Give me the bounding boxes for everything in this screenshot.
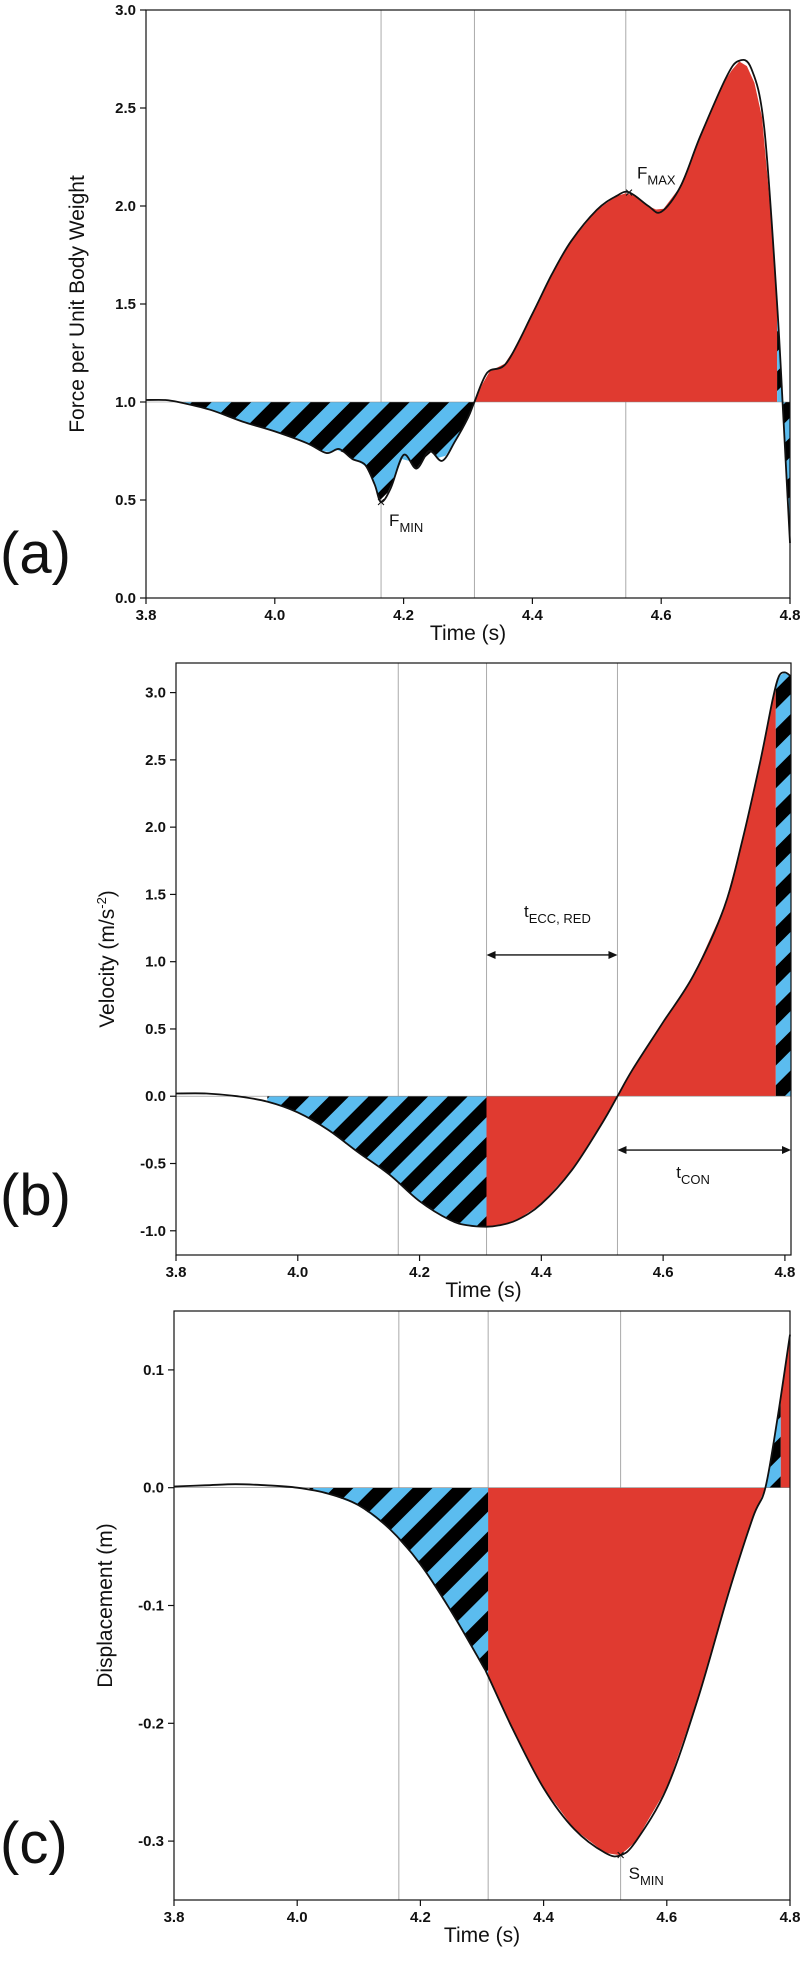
area-region-1: [474, 61, 778, 402]
y-tick-label-4: 0.1: [143, 1362, 164, 1379]
x-tick-label-4: 4.6: [651, 607, 672, 624]
x-tick-label-0: 3.8: [136, 607, 157, 624]
interval-label-0: tECC, RED: [524, 902, 591, 926]
y-tick-label-1: -0.5: [140, 1156, 166, 1173]
arrow-head-left-1: [617, 1146, 627, 1155]
area-region-3: [780, 1334, 790, 1488]
panel-label-c: (c): [0, 1811, 68, 1876]
area-region-0: [184, 402, 475, 500]
y-tick-label-8: 3.0: [145, 685, 166, 702]
series-line-velocity: [175, 671, 792, 1228]
chart-panel-velocity: -1.0 -0.5 0.0 0.5 1.0 1.5 2.0 2.5 3.0 3.8 4.0 4.2 4.…: [94, 662, 795, 1302]
marker-x-0: ×: [377, 494, 386, 511]
x-tick-label-2: 4.2: [409, 1264, 430, 1281]
interval-label-1: tCON: [676, 1163, 710, 1187]
x-tick-label-1: 4.0: [264, 607, 285, 624]
y-tick-label-0: -1.0: [140, 1223, 166, 1240]
y-tick-label-0: 0.0: [115, 590, 136, 607]
x-tick-label-3: 4.4: [533, 1909, 555, 1926]
panel-label-b: (b): [0, 1163, 71, 1228]
panel-label-a: (a): [0, 521, 71, 586]
y-tick-label-3: 1.5: [115, 296, 136, 313]
x-tick-label-2: 4.2: [410, 1909, 431, 1926]
y-tick-label-1: -0.2: [138, 1715, 164, 1732]
x-tick-label-3: 4.4: [531, 1264, 553, 1281]
y-tick-label-3: 0.0: [143, 1480, 164, 1497]
y-tick-label-4: 1.0: [145, 954, 166, 971]
x-tick-label-0: 3.8: [164, 1909, 185, 1926]
area-region-0: [267, 1096, 487, 1227]
y-tick-label-5: 2.5: [115, 100, 136, 117]
marker-x-1: ×: [625, 184, 634, 201]
y-tick-label-5: 1.5: [145, 886, 166, 903]
area-region-2: [775, 672, 791, 1097]
x-tick-label-4: 4.6: [653, 1264, 674, 1281]
y-tick-label-4: 2.0: [115, 198, 136, 215]
x-axis-label: Time (s): [444, 1924, 520, 1947]
x-tick-label-1: 4.0: [287, 1264, 308, 1281]
arrow-head-left-0: [486, 950, 496, 959]
area-region-0: [309, 1487, 489, 1677]
y-tick-label-7: 2.5: [145, 752, 166, 769]
y-axis-label: Force per Unit Body Weight: [66, 175, 89, 433]
x-tick-label-3: 4.4: [522, 607, 544, 624]
chart-panel-displacement: -0.3 -0.2 -0.1 0.0 0.1 3.8 4.0 4.2 4.4 4.6 4.8 Time…: [94, 1310, 801, 1947]
x-tick-label-5: 4.8: [774, 1264, 795, 1281]
y-axis-label: Velocity (m/s-2): [94, 890, 119, 1028]
y-axis-label: Displacement (m): [94, 1523, 117, 1688]
area-region-2: [765, 1396, 781, 1488]
axes-frame: [175, 662, 792, 1256]
x-tick-label-0: 3.8: [166, 1264, 187, 1281]
arrow-head-right-1: [782, 1146, 791, 1155]
y-tick-label-2: 1.0: [115, 394, 136, 411]
y-tick-label-6: 2.0: [145, 819, 166, 836]
x-tick-label-4: 4.6: [656, 1909, 677, 1926]
chart-panel-force: 0.0 0.5 1.0 1.5 2.0 2.5 3.0 3.8 4.0 4.2 4.4 4.6 4.8 T…: [66, 2, 800, 645]
marker-x-0: ×: [616, 1847, 625, 1864]
y-tick-label-2: -0.1: [138, 1598, 164, 1615]
y-tick-label-6: 3.0: [115, 2, 136, 19]
point-label-1: FMAX: [637, 163, 676, 187]
area-region-1: [488, 1487, 766, 1856]
y-tick-label-2: 0.0: [145, 1088, 166, 1105]
x-axis-label: Time (s): [445, 1279, 521, 1302]
y-tick-label-0: -0.3: [138, 1833, 164, 1850]
y-tick-label-1: 0.5: [115, 492, 136, 509]
point-label-0: FMIN: [389, 511, 423, 535]
x-axis-label: Time (s): [430, 622, 506, 645]
area-region-1: [486, 687, 776, 1227]
arrow-head-right-0: [608, 950, 618, 959]
x-tick-label-5: 4.8: [780, 607, 801, 624]
x-tick-label-5: 4.8: [780, 1909, 801, 1926]
series-line-displacement: [173, 1334, 791, 1858]
series-line-force: [145, 58, 791, 544]
point-label-0: SMIN: [629, 1864, 664, 1888]
x-tick-label-2: 4.2: [393, 607, 414, 624]
x-tick-label-1: 4.0: [287, 1909, 308, 1926]
y-tick-label-3: 0.5: [145, 1021, 166, 1038]
